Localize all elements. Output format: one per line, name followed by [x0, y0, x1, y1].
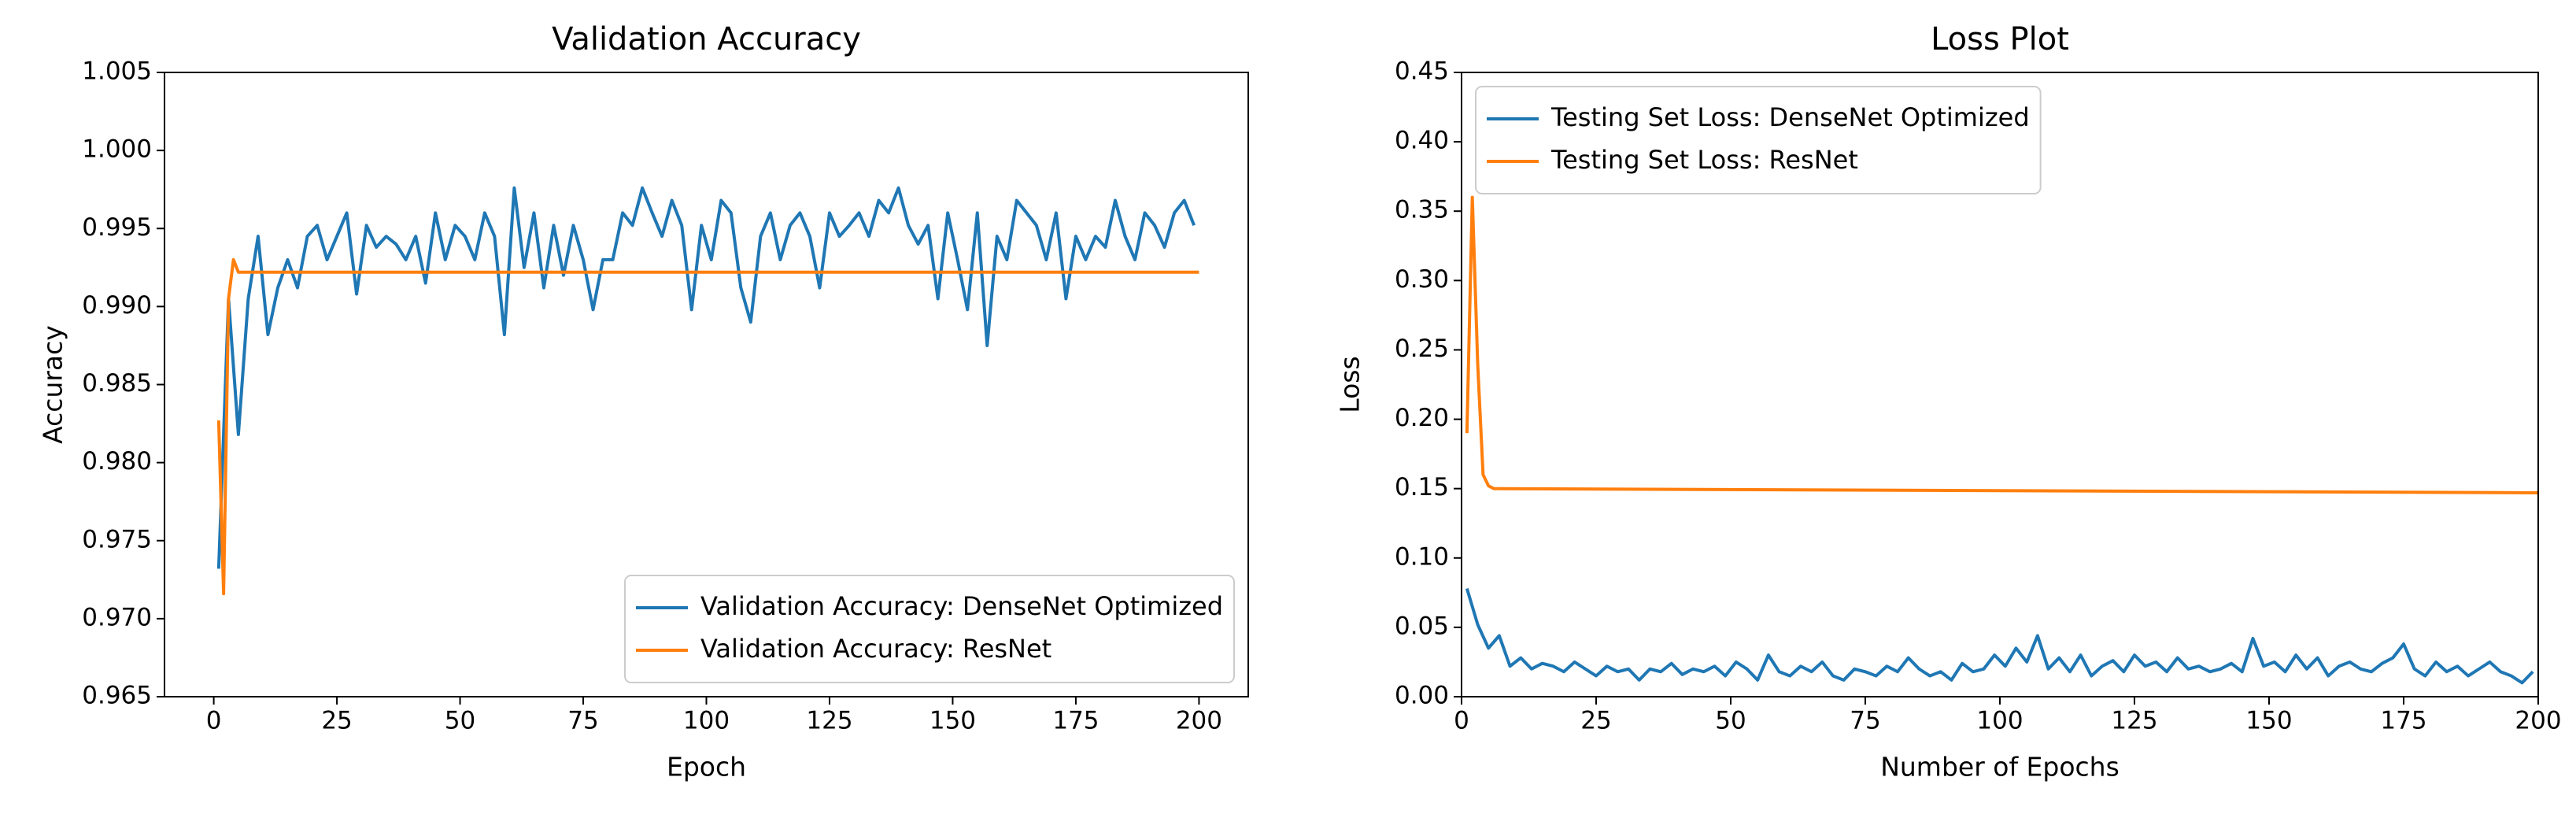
y-tick-label: 0.45	[1395, 57, 1449, 86]
y-tick-label: 0.20	[1395, 404, 1449, 432]
x-tick-label: 125	[2111, 707, 2157, 735]
x-tick-label: 200	[2515, 707, 2561, 735]
x-tick-label: 150	[930, 707, 976, 735]
y-tick-label: 0.05	[1395, 612, 1449, 640]
data-line	[216, 257, 1199, 596]
x-tick-label: 100	[683, 707, 730, 735]
y-tick-label: 0.40	[1395, 127, 1449, 155]
legend-label: Validation Accuracy: DenseNet Optimized	[700, 591, 1223, 621]
y-tick-label: 0.965	[82, 682, 152, 710]
y-tick-label: 0.975	[82, 525, 152, 553]
y-tick-label: 0.970	[82, 603, 152, 631]
y-tick-label: 0.985	[82, 369, 152, 398]
y-tick-label: 0.980	[82, 447, 152, 475]
y-tick-label: 0.35	[1395, 196, 1449, 224]
data-line	[1465, 195, 2538, 494]
y-tick-label: 1.005	[82, 57, 152, 86]
x-tick-label: 50	[1715, 707, 1746, 735]
legend-label: Validation Accuracy: ResNet	[700, 634, 1051, 664]
data-line	[1465, 587, 2534, 685]
x-tick-label: 125	[806, 707, 852, 735]
y-tick-label: 0.30	[1395, 265, 1449, 294]
y-tick-label: 0.10	[1395, 542, 1449, 571]
x-tick-label: 150	[2245, 707, 2292, 735]
legend-label: Testing Set Loss: ResNet	[1550, 145, 1858, 175]
y-tick-label: 0.990	[82, 291, 152, 320]
x-tick-label: 200	[1176, 707, 1222, 735]
legend-box	[623, 575, 1235, 683]
x-tick-label: 50	[445, 707, 475, 735]
plot-frame	[1461, 72, 2539, 697]
y-tick-label: 0.995	[82, 213, 152, 242]
x-tick-label: 0	[206, 707, 222, 735]
chart-title: Loss Plot	[1931, 21, 2069, 57]
y-tick-label: 0.25	[1395, 335, 1449, 363]
y-tick-label: 0.15	[1395, 473, 1449, 501]
y-axis-label: Loss	[1335, 356, 1366, 413]
x-tick-label: 100	[1976, 707, 2023, 735]
x-tick-label: 175	[2380, 707, 2426, 735]
x-tick-label: 175	[1052, 707, 1099, 735]
legend-box	[1475, 86, 2042, 194]
x-axis-label: Epoch	[667, 752, 746, 783]
y-axis-label: Accuracy	[38, 325, 68, 444]
data-line	[216, 186, 1196, 569]
y-tick-label: 1.000	[82, 135, 152, 164]
chart-title: Validation Accuracy	[552, 21, 861, 57]
x-tick-label: 25	[321, 707, 352, 735]
x-tick-label: 25	[1580, 707, 1611, 735]
x-axis-label: Number of Epochs	[1880, 752, 2120, 783]
x-tick-label: 75	[567, 707, 598, 735]
legend-label: Testing Set Loss: DenseNet Optimized	[1550, 102, 2030, 132]
x-tick-label: 0	[1454, 707, 1469, 735]
y-tick-label: 0.00	[1395, 682, 1449, 710]
plot-frame	[164, 72, 1249, 697]
x-tick-label: 75	[1850, 707, 1880, 735]
